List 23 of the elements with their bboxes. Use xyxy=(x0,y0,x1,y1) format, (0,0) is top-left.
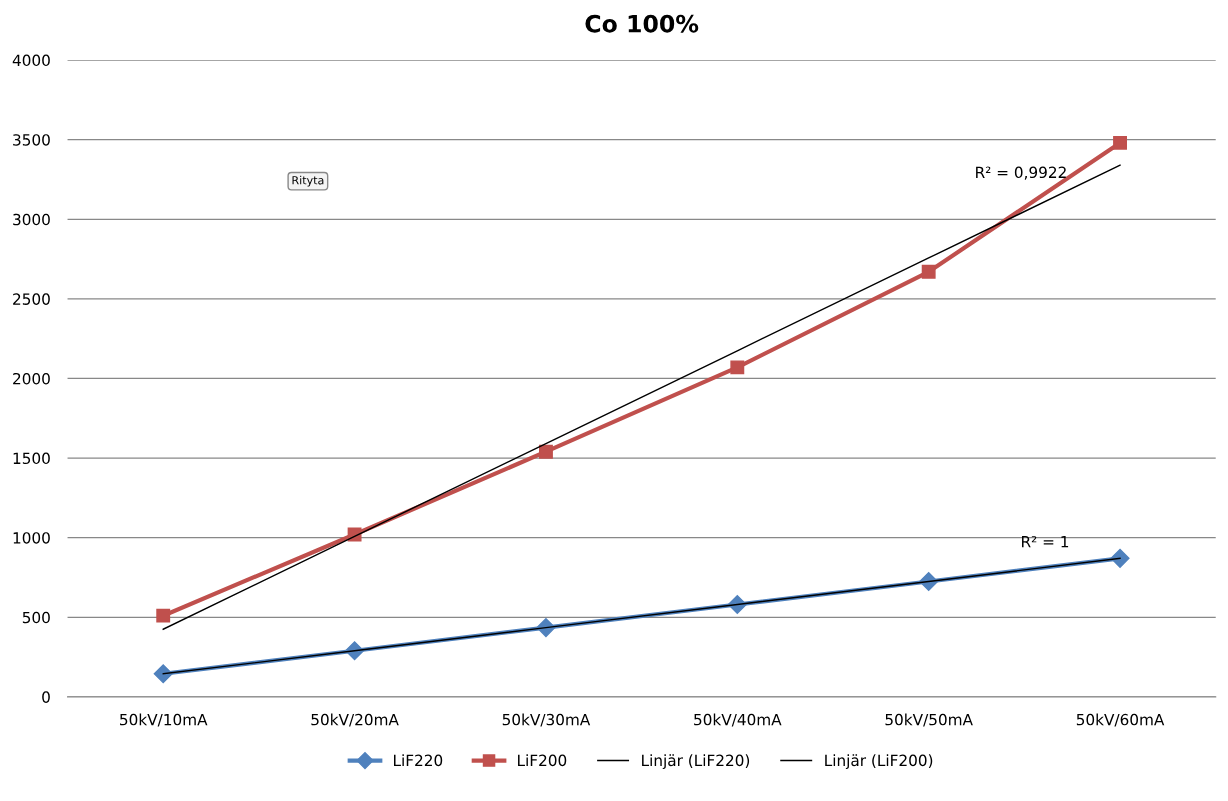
y-tick-label: 3000 xyxy=(13,213,50,226)
legend-label: LiF200 xyxy=(518,754,567,767)
annotation: Rityta xyxy=(292,175,324,187)
x-tick-label: 50kV/40mA xyxy=(694,713,782,727)
y-tick-label: 1500 xyxy=(13,452,50,465)
legend-label: Linjär (LiF200) xyxy=(825,754,933,770)
x-tick-label: 50kV/10mA xyxy=(120,713,208,727)
y-tick-label: 4000 xyxy=(12,54,50,67)
y-tick-label: 0 xyxy=(42,691,50,703)
legend-label: LiF220 xyxy=(394,754,443,767)
x-tick-label: 50kV/60mA xyxy=(1076,713,1165,727)
annotation: R² = 1 xyxy=(1022,535,1069,548)
y-tick-label: 2500 xyxy=(13,293,50,305)
y-tick-label: 3500 xyxy=(13,134,50,146)
x-tick-label: 50kV/30mA xyxy=(502,713,591,727)
y-tick-label: 1000 xyxy=(13,532,50,544)
y-tick-label: 500 xyxy=(22,611,50,624)
annotation: R² = 0,9922 xyxy=(976,166,1066,180)
x-tick-label: 50kV/20mA xyxy=(311,713,399,727)
x-tick-label: 50kV/50mA xyxy=(885,713,973,727)
chart-title: Co 100% xyxy=(585,14,699,33)
legend-label: Linjär (LiF220) xyxy=(642,754,750,770)
y-tick-label: 2000 xyxy=(13,372,50,385)
